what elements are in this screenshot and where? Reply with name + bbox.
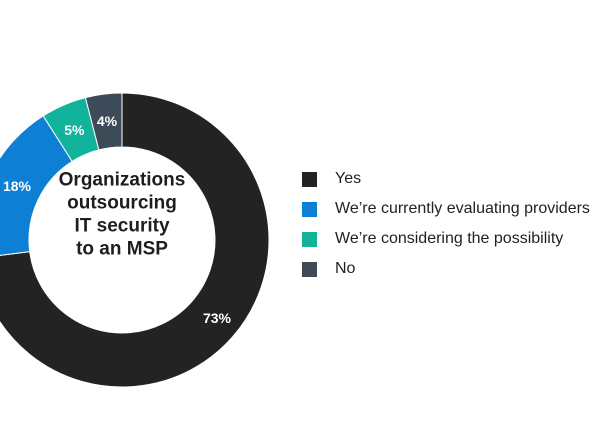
slice-value-label-3: 5% <box>64 122 85 138</box>
slice-value-label-1: 73% <box>203 310 232 326</box>
legend-swatch <box>302 231 317 247</box>
slice-value-label-2: 18% <box>3 178 32 194</box>
legend-item: Yes <box>302 164 600 194</box>
legend-item: We’re considering the possibility <box>302 224 600 254</box>
slice-value-label-4: 4% <box>97 113 118 129</box>
legend-label: No <box>335 260 356 277</box>
legend-swatch <box>302 201 317 217</box>
chart-title-line: IT security <box>74 216 169 237</box>
chart-title-line: outsourcing <box>67 193 177 214</box>
chart-title-line: Organizations <box>59 170 186 191</box>
legend-label: Yes <box>335 170 362 187</box>
chart-legend: Yes We’re currently evaluating providers W… <box>302 164 600 284</box>
legend-label: We’re considering the possibility <box>335 230 564 247</box>
legend-swatch <box>302 171 317 187</box>
chart-title-line: to an MSP <box>76 239 168 260</box>
donut-slices <box>0 92 270 388</box>
legend-item: We’re currently evaluating providers <box>302 194 600 224</box>
chart-title: Organizations outsourcing IT security to an… <box>59 170 186 260</box>
legend-swatch <box>302 261 317 277</box>
donut-slice-1 <box>0 92 270 388</box>
legend-item: No <box>302 254 600 284</box>
donut-slice-4 <box>84 92 123 151</box>
donut-slice-labels: 73% 18% 5% 4% <box>3 113 232 326</box>
legend-label: We’re currently evaluating providers <box>335 200 590 217</box>
